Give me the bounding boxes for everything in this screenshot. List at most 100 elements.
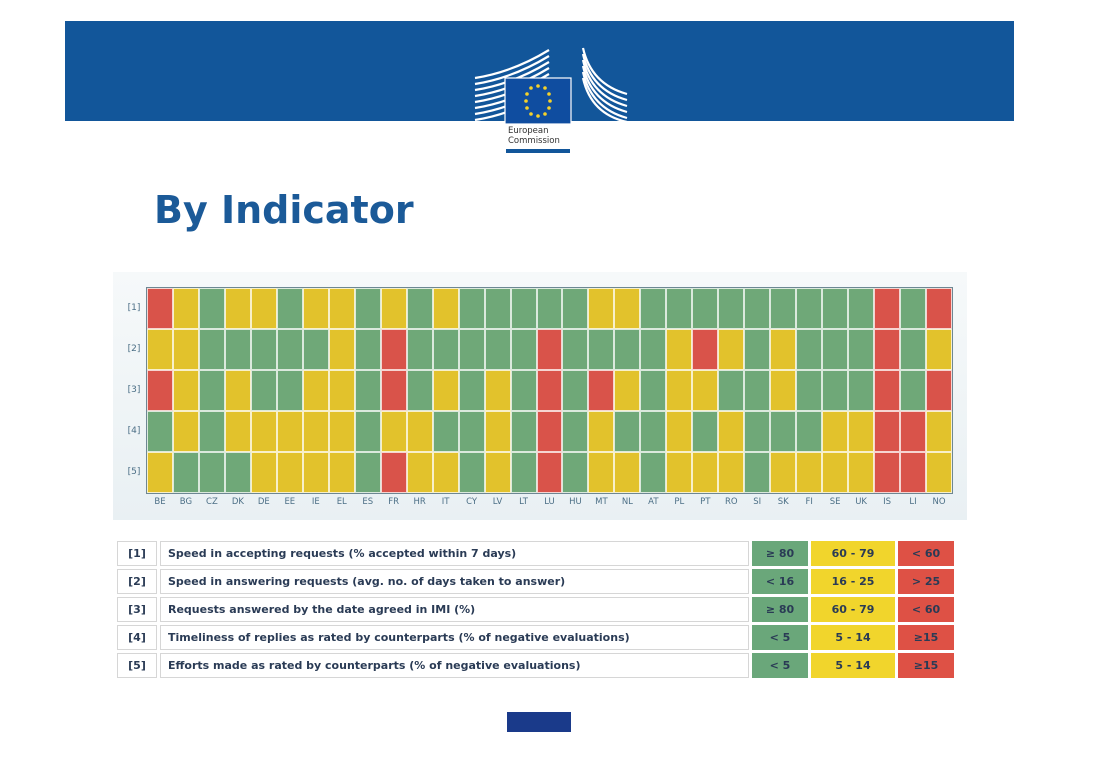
heatmap-cell: [510, 370, 537, 411]
legend-yellow: 60 - 79: [811, 597, 895, 622]
heatmap-cell: [406, 411, 433, 452]
page-title: By Indicator: [154, 188, 414, 232]
row-label: [5]: [127, 466, 141, 477]
legend-red: < 60: [898, 541, 954, 566]
heatmap-cell: [198, 411, 225, 452]
heatmap-cell: [302, 329, 329, 370]
row-label: [3]: [127, 384, 141, 395]
heatmap-cell: [224, 288, 251, 329]
heatmap-cell: [796, 288, 823, 329]
heatmap-cell: [770, 370, 797, 411]
heatmap-cell: [926, 452, 952, 493]
heatmap-cell: [172, 288, 199, 329]
column-label: SE: [829, 497, 841, 507]
heatmap-cell: [147, 329, 173, 370]
column-label: LV: [492, 497, 503, 507]
heatmap-cell: [666, 411, 693, 452]
column-label: PT: [700, 497, 711, 507]
heatmap-cell: [926, 329, 952, 370]
column-label: IS: [883, 497, 892, 507]
heatmap-cell: [562, 288, 589, 329]
legend-yellow: 60 - 79: [811, 541, 895, 566]
heatmap-cell: [718, 288, 745, 329]
footer-bar: [507, 712, 571, 732]
heatmap-cell: [250, 370, 277, 411]
heatmap-cell: [276, 329, 303, 370]
heatmap-cell: [224, 411, 251, 452]
heatmap-cell: [458, 452, 485, 493]
heatmap-cell: [172, 370, 199, 411]
logo-underline: [506, 149, 570, 153]
column-label: SI: [753, 497, 762, 507]
heatmap-cell: [380, 288, 407, 329]
heatmap-cell: [406, 370, 433, 411]
heatmap-cell: [224, 452, 251, 493]
heatmap-cell: [302, 411, 329, 452]
heatmap-cell: [796, 370, 823, 411]
legend-yellow: 16 - 25: [811, 569, 895, 594]
heatmap-cell: [588, 411, 615, 452]
column-label: EE: [284, 497, 296, 507]
heatmap-cell: [484, 329, 511, 370]
heatmap-cell: [380, 329, 407, 370]
heatmap-cell: [718, 329, 745, 370]
heatmap-cell: [328, 411, 355, 452]
column-label: BE: [154, 497, 166, 507]
heatmap-cell: [536, 411, 563, 452]
heatmap-cell: [536, 452, 563, 493]
heatmap-cell: [147, 411, 173, 452]
heatmap-cell: [536, 288, 563, 329]
heatmap-cell: [822, 329, 849, 370]
heatmap-cell: [822, 452, 849, 493]
legend-description: Efforts made as rated by counterparts (%…: [160, 653, 749, 678]
heatmap-cell: [848, 288, 875, 329]
heatmap-cell: [770, 452, 797, 493]
heatmap-cell: [484, 411, 511, 452]
heatmap-cell: [354, 411, 381, 452]
heatmap-cell: [926, 288, 952, 329]
heatmap-cell: [510, 411, 537, 452]
legend-description: Requests answered by the date agreed in …: [160, 597, 749, 622]
column-label: IE: [311, 497, 320, 507]
legend-yellow: 5 - 14: [811, 653, 895, 678]
legend-red: < 60: [898, 597, 954, 622]
heatmap-cell: [666, 329, 693, 370]
heatmap-cell: [588, 329, 615, 370]
legend-row: [2] Speed in answering requests (avg. no.…: [117, 569, 954, 594]
legend-index: [4]: [117, 625, 157, 650]
heatmap-cell: [744, 288, 771, 329]
legend-red: ≥15: [898, 625, 954, 650]
heatmap-cell: [848, 370, 875, 411]
heatmap-grid: [146, 287, 953, 494]
heatmap-cell: [250, 452, 277, 493]
row-label: [2]: [127, 343, 141, 354]
heatmap-cell: [198, 288, 225, 329]
heatmap-cell: [562, 370, 589, 411]
heatmap-cell: [510, 329, 537, 370]
heatmap-cell: [900, 452, 927, 493]
column-label: PL: [674, 497, 685, 507]
column-label: DK: [231, 497, 244, 507]
heatmap-cell: [718, 452, 745, 493]
heatmap-cell: [484, 452, 511, 493]
heatmap-cell: [406, 452, 433, 493]
heatmap-cell: [744, 452, 771, 493]
heatmap-cell: [666, 452, 693, 493]
heatmap-cell: [900, 411, 927, 452]
heatmap-cell: [874, 370, 901, 411]
heatmap-cell: [692, 329, 719, 370]
legend-index: [5]: [117, 653, 157, 678]
heatmap-cell: [458, 411, 485, 452]
row-label: [4]: [127, 425, 141, 436]
heatmap-cell: [172, 329, 199, 370]
column-label: LT: [519, 497, 528, 507]
heatmap-cell: [666, 288, 693, 329]
heatmap-cell: [198, 452, 225, 493]
heatmap-cell: [484, 370, 511, 411]
legend-index: [3]: [117, 597, 157, 622]
legend-row: [1] Speed in accepting requests (% accept…: [117, 541, 954, 566]
heatmap-cell: [276, 411, 303, 452]
heatmap-cell: [250, 329, 277, 370]
logo-text: European Commission: [508, 126, 560, 146]
legend-green: < 16: [752, 569, 808, 594]
